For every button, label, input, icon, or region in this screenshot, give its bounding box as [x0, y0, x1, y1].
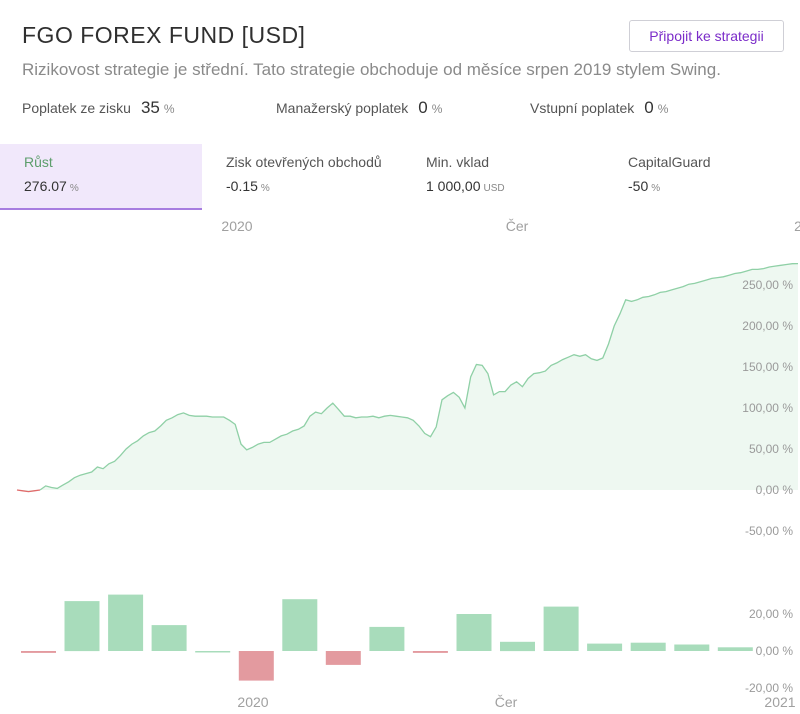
tab-min-deposit[interactable]: Min. vklad 1 000,00 USD — [402, 144, 602, 210]
bar-y-tick-label: 0,00 % — [756, 644, 794, 658]
bar — [456, 614, 492, 651]
strategy-subtitle: Rizikovost strategie je střední. Tato st… — [22, 60, 721, 79]
fee-label: Vstupní poplatek — [530, 100, 635, 116]
tab-value: 1 000,00 — [426, 178, 481, 194]
bar-x-tick-label: 2020 — [237, 694, 268, 710]
x-tick-label: 2 — [794, 218, 800, 234]
bar — [21, 651, 56, 653]
strategy-title: FGO FOREX FUND [USD] — [22, 22, 306, 48]
bar — [674, 644, 710, 651]
y-tick-label: 50,00 % — [749, 442, 793, 456]
tab-unit: % — [260, 183, 270, 194]
bar — [151, 625, 187, 651]
bar-y-tick-label: -20,00 % — [745, 681, 793, 695]
fee-entry: Vstupní poplatek 0 % — [530, 98, 668, 118]
fee-value: 0 — [644, 98, 654, 117]
tab-unit: % — [69, 183, 79, 194]
tab-unit: USD — [483, 183, 505, 194]
bar — [412, 651, 448, 653]
fee-unit: % — [431, 102, 443, 116]
fee-unit: % — [657, 102, 669, 116]
x-tick-label: Čer — [506, 218, 529, 234]
bar-x-tick-label: 2021 — [764, 694, 795, 710]
fee-label: Poplatek ze zisku — [22, 100, 131, 116]
growth-chart: 2020 Čer 2 250,00 % 200,00 % 150,00 % 100,00 %… — [16, 218, 800, 710]
tab-value: 276.07 — [24, 178, 67, 194]
bar — [369, 626, 405, 651]
bar — [543, 606, 579, 651]
x-tick-label: 2020 — [221, 218, 252, 234]
bar — [500, 641, 535, 652]
y-tick-label: 200,00 % — [742, 319, 793, 333]
tab-label: Zisk otevřených obchodů — [226, 154, 382, 170]
tab-value: -50 — [628, 178, 649, 194]
fee-unit: % — [163, 102, 175, 116]
connect-strategy-button[interactable]: Připojit ke strategii — [629, 20, 784, 52]
bar — [195, 651, 231, 653]
fee-profit: Poplatek ze zisku 35 % — [22, 98, 175, 118]
tab-open-profit[interactable]: Zisk otevřených obchodů -0.15% — [202, 144, 402, 210]
tab-label: Min. vklad — [426, 154, 490, 170]
fee-value: 0 — [418, 98, 428, 117]
y-tick-label: 100,00 % — [742, 401, 793, 415]
tab-label: CapitalGuard — [628, 154, 711, 170]
bar — [64, 601, 100, 652]
tab-capitalguard[interactable]: CapitalGuard -50% — [604, 144, 800, 210]
bar — [108, 594, 144, 651]
bar — [325, 651, 361, 665]
bar — [630, 642, 666, 651]
tab-value: -0.15 — [226, 178, 258, 194]
fee-value: 35 — [140, 98, 160, 117]
bar — [282, 599, 318, 651]
bar — [238, 651, 274, 681]
y-tick-label: 250,00 % — [742, 278, 793, 292]
tab-growth[interactable]: Růst 276.07% — [0, 144, 202, 210]
bar — [587, 643, 623, 651]
growth-area — [17, 263, 798, 492]
bar-x-tick-label: Čer — [495, 694, 518, 710]
growth-line-negative — [16, 489, 41, 493]
bar — [717, 647, 753, 651]
tab-label: Růst — [24, 154, 53, 170]
fee-label: Manažerský poplatek — [276, 100, 409, 116]
growth-line — [39, 262, 799, 491]
fee-management: Manažerský poplatek 0 % — [276, 98, 442, 118]
bar-y-tick-label: 20,00 % — [749, 607, 793, 621]
y-tick-label: -50,00 % — [745, 524, 793, 538]
y-tick-label: 0,00 % — [756, 483, 794, 497]
tab-unit: % — [651, 183, 661, 194]
y-tick-label: 150,00 % — [742, 360, 793, 374]
